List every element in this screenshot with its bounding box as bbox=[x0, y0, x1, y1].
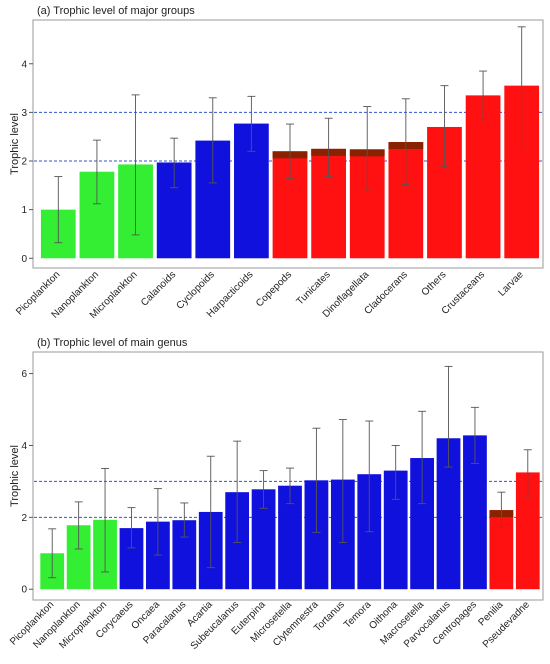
y-tick-label: 2 bbox=[21, 157, 27, 168]
bars-b bbox=[40, 435, 540, 590]
y-tick-label: 3 bbox=[21, 108, 27, 119]
y-ticks-b: 0 2 4 6 bbox=[21, 369, 33, 596]
bar bbox=[172, 520, 197, 590]
y-tick-label: 0 bbox=[21, 585, 27, 596]
y-tick-label: 2 bbox=[21, 513, 27, 524]
y-tick-label: 4 bbox=[21, 59, 27, 70]
bar bbox=[410, 458, 434, 590]
error-bars-a bbox=[54, 26, 526, 244]
bar bbox=[515, 472, 540, 590]
y-tick-label: 1 bbox=[21, 205, 27, 216]
x-tick-label: Larvae bbox=[496, 269, 526, 299]
y-ticks-a: 0 1 2 3 4 bbox=[21, 59, 33, 265]
bar bbox=[436, 438, 461, 590]
bar bbox=[304, 480, 329, 590]
bar bbox=[119, 528, 144, 590]
x-tick-label: Others bbox=[420, 269, 449, 298]
error-bars-b bbox=[48, 365, 532, 579]
x-tick-label: Tunicates bbox=[295, 269, 333, 307]
bar bbox=[66, 525, 91, 590]
x-tick-label: Copepods bbox=[254, 269, 294, 309]
bar bbox=[465, 95, 501, 259]
x-tick-labels-b: PicoplanktonNanoplanktonMicroplanktonCor… bbox=[8, 599, 532, 652]
chart-panel-b: (b) Trophic level of main genus Trophic … bbox=[8, 337, 544, 652]
y-tick-label: 6 bbox=[21, 369, 27, 380]
x-tick-label: Pseudevadne bbox=[481, 599, 532, 650]
bar bbox=[278, 485, 302, 590]
bars-a bbox=[40, 85, 540, 259]
chart-panel-a: (a) Trophic level of major groups Trophi… bbox=[9, 5, 544, 321]
bar bbox=[251, 489, 276, 590]
bar bbox=[383, 470, 408, 590]
y-tick-label: 0 bbox=[21, 254, 27, 265]
chart-title-a: (a) Trophic level of major groups bbox=[37, 5, 195, 17]
y-axis-title-b: Trophic level bbox=[9, 445, 21, 507]
x-tick-label: Calanoids bbox=[139, 269, 178, 308]
chart-title-b: (b) Trophic level of main genus bbox=[37, 337, 188, 349]
y-tick-label: 4 bbox=[21, 441, 27, 452]
bar bbox=[489, 510, 514, 590]
bar bbox=[463, 435, 487, 590]
y-axis-title-a: Trophic level bbox=[9, 113, 21, 175]
